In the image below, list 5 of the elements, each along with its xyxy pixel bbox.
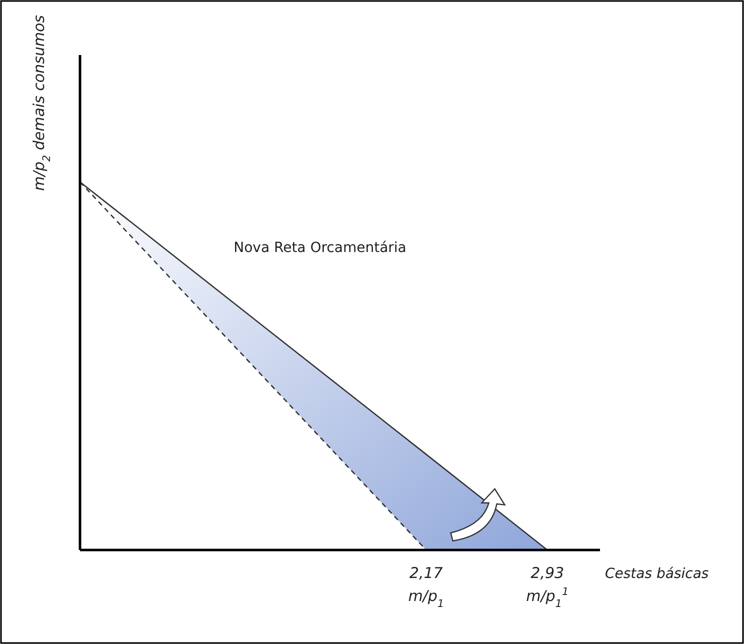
x-axis-title: Cestas básicas — [605, 566, 709, 582]
annotation: m/p$_{1}$ — [408, 587, 444, 610]
annotation: Nova Reta Orcamentária — [234, 240, 406, 256]
x-tick-label: 2,17 — [409, 564, 444, 582]
x-tick-label: 2,93 — [530, 564, 564, 582]
